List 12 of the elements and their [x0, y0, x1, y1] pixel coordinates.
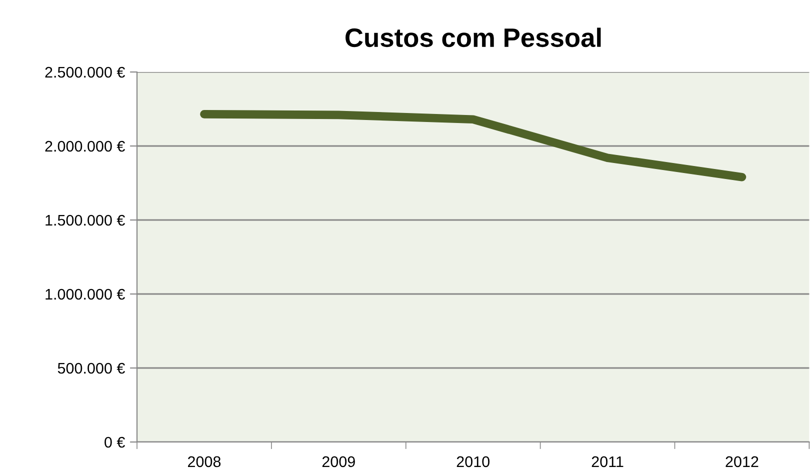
x-tick-label: 2008 [188, 456, 221, 468]
x-tick-label: 2009 [322, 456, 355, 468]
y-tick-label: 500.000 € [58, 362, 125, 374]
y-tick-label: 2.000.000 € [45, 140, 125, 152]
y-tick-label: 1.500.000 € [46, 214, 125, 226]
x-tick-label: 2012 [726, 456, 758, 468]
y-tick-label: 0 € [104, 436, 125, 448]
x-tick-label: 2011 [592, 456, 624, 468]
y-tick-label: 2.500.000 € [45, 66, 125, 78]
chart-title: Custos com Pessoal [346, 28, 601, 48]
x-tick-label: 2010 [456, 456, 490, 468]
y-tick-label: 1.000.000 € [46, 288, 125, 300]
